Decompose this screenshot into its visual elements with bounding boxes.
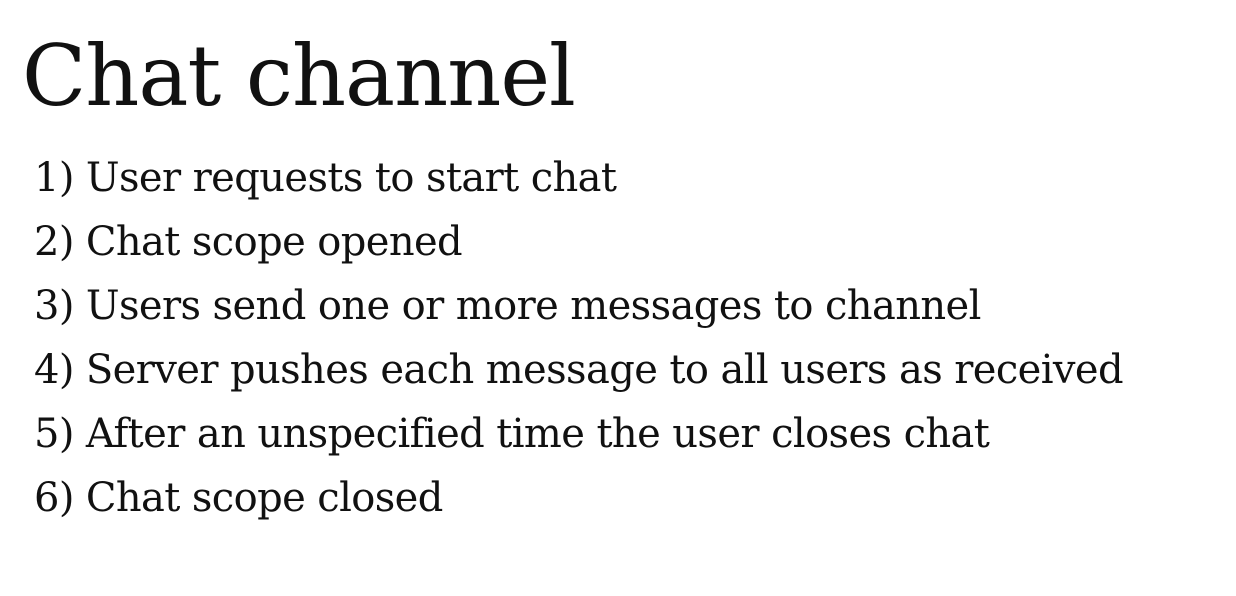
step-text: Server pushes each message to all users … bbox=[85, 347, 1124, 393]
list-item: 4) Server pushes each message to all use… bbox=[34, 338, 1124, 402]
step-text: After an unspecified time the user close… bbox=[85, 411, 990, 457]
step-number: 6) bbox=[34, 475, 74, 521]
step-number: 3) bbox=[34, 283, 74, 329]
steps-list: 1) User requests to start chat 2) Chat s… bbox=[34, 146, 1124, 530]
step-number: 4) bbox=[34, 347, 74, 393]
step-number: 5) bbox=[34, 411, 74, 457]
list-item: 2) Chat scope opened bbox=[34, 210, 1123, 274]
list-item: 1) User requests to start chat bbox=[34, 146, 1123, 210]
step-text: Chat scope opened bbox=[85, 219, 463, 265]
step-number: 1) bbox=[34, 155, 74, 201]
step-text: User requests to start chat bbox=[85, 155, 617, 201]
list-item: 5) After an unspecified time the user cl… bbox=[34, 402, 1123, 466]
slide-title: Chat channel bbox=[22, 27, 576, 125]
list-item: 6) Chat scope closed bbox=[34, 466, 1123, 530]
step-number: 2) bbox=[34, 219, 74, 265]
step-text: Users send one or more messages to chann… bbox=[85, 283, 982, 329]
list-item: 3) Users send one or more messages to ch… bbox=[34, 274, 1123, 338]
step-text: Chat scope closed bbox=[85, 475, 443, 521]
